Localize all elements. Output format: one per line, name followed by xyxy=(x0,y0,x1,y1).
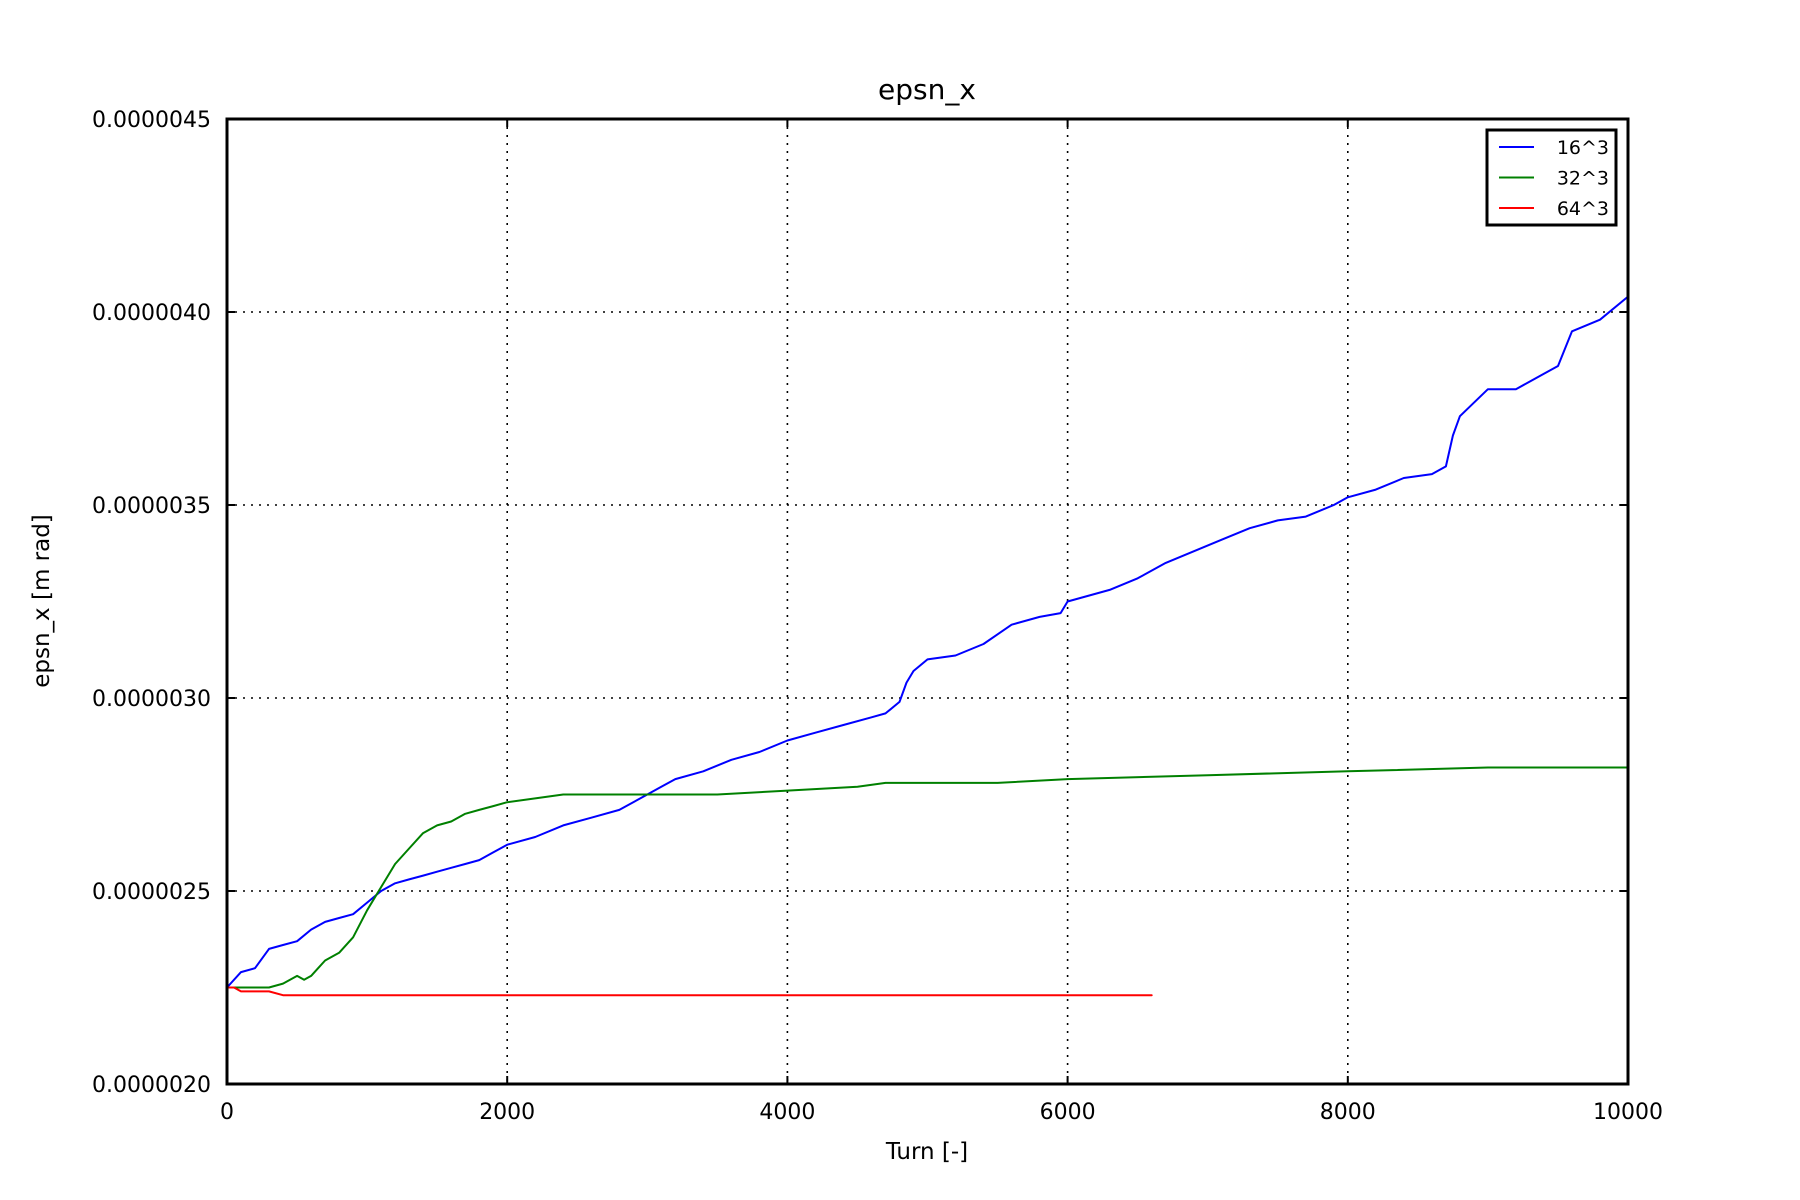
y-tick-label: 0.0000020 xyxy=(92,1073,211,1098)
y-tick-label: 0.0000030 xyxy=(92,687,211,712)
x-tick-label: 4000 xyxy=(759,1100,815,1125)
ticks: 0 2000 4000 6000 8000 10000 0.0000020 0.0000025… xyxy=(92,108,1663,1125)
y-tick-label: 0.0000035 xyxy=(92,494,211,519)
series-line-323 xyxy=(226,766,1629,989)
legend-label: 32^3 xyxy=(1557,168,1609,190)
x-axis-label: Turn [-] xyxy=(885,1139,968,1165)
y-tick-label: 0.0000025 xyxy=(92,880,211,905)
x-tick-label: 10000 xyxy=(1593,1100,1663,1125)
y-axis-label: epsn_x [m rad] xyxy=(29,514,55,688)
plot-frame xyxy=(225,117,1630,1086)
legend-label: 64^3 xyxy=(1557,198,1609,220)
series-line-643 xyxy=(226,986,1153,997)
y-tick-label: 0.0000045 xyxy=(92,108,211,133)
x-tick-label: 2000 xyxy=(479,1100,535,1125)
grid xyxy=(227,119,1628,1084)
legend: 16^3 32^3 64^3 xyxy=(1485,128,1618,227)
x-tick-label: 6000 xyxy=(1040,1100,1096,1125)
x-tick-label: 0 xyxy=(220,1100,234,1125)
y-tick-label: 0.0000040 xyxy=(92,301,211,326)
series-lines xyxy=(226,295,1629,997)
legend-label: 16^3 xyxy=(1557,137,1609,159)
chart-title: epsn_x xyxy=(878,73,976,106)
x-tick-label: 8000 xyxy=(1320,1100,1376,1125)
series-line-163 xyxy=(226,295,1629,989)
